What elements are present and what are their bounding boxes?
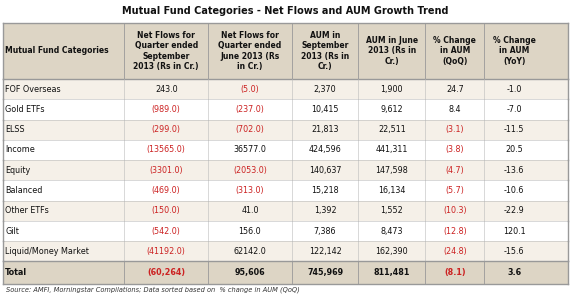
Text: AUM in
September
2013 (Rs in
Cr.): AUM in September 2013 (Rs in Cr.) [301, 31, 349, 71]
Bar [3, 180, 568, 201]
Text: Mutual Fund Categories: Mutual Fund Categories [5, 46, 108, 56]
Text: (150.0): (150.0) [152, 206, 180, 215]
Bar [3, 79, 568, 99]
Text: Other ETFs: Other ETFs [5, 206, 49, 215]
Text: (4.7): (4.7) [445, 166, 464, 175]
Bar [3, 261, 568, 284]
Text: (313.0): (313.0) [236, 186, 264, 195]
Text: 95,606: 95,606 [235, 268, 265, 277]
Text: Equity: Equity [5, 166, 30, 175]
Text: 156.0: 156.0 [239, 227, 261, 235]
Text: Net Flows for
Quarter ended
June 2013 (Rs
in Cr.): Net Flows for Quarter ended June 2013 (R… [218, 31, 282, 71]
Bar [3, 221, 568, 241]
Text: (24.8): (24.8) [443, 247, 467, 256]
Text: AUM in June
2013 (Rs in
Cr.): AUM in June 2013 (Rs in Cr.) [365, 36, 418, 66]
Text: 41.0: 41.0 [241, 206, 259, 215]
Text: (3301.0): (3301.0) [150, 166, 183, 175]
Text: Income: Income [5, 145, 35, 154]
Text: 1,392: 1,392 [313, 206, 336, 215]
Text: (13565.0): (13565.0) [147, 145, 186, 154]
Text: 811,481: 811,481 [373, 268, 410, 277]
Text: Total: Total [5, 268, 27, 277]
Text: Net Flows for
Quarter ended
September
2013 (Rs in Cr.): Net Flows for Quarter ended September 20… [134, 31, 199, 71]
Text: (41192.0): (41192.0) [147, 247, 186, 256]
Text: -7.0: -7.0 [506, 105, 522, 114]
Text: Mutual Fund Categories - Net Flows and AUM Growth Trend: Mutual Fund Categories - Net Flows and A… [122, 6, 449, 16]
Text: % Change
in AUM
(QoQ): % Change in AUM (QoQ) [433, 36, 476, 66]
Text: 8,473: 8,473 [380, 227, 403, 235]
Text: 20.5: 20.5 [505, 145, 523, 154]
Text: 140,637: 140,637 [309, 166, 341, 175]
Text: (60,264): (60,264) [147, 268, 185, 277]
Text: 745,969: 745,969 [307, 268, 343, 277]
Text: (12.8): (12.8) [443, 227, 467, 235]
Text: 162,390: 162,390 [376, 247, 408, 256]
Text: -10.6: -10.6 [504, 186, 524, 195]
Text: 24.7: 24.7 [446, 84, 464, 94]
Text: Gold ETFs: Gold ETFs [5, 105, 45, 114]
Text: Gilt: Gilt [5, 227, 19, 235]
Text: (8.1): (8.1) [444, 268, 465, 277]
Text: 62142.0: 62142.0 [234, 247, 266, 256]
Text: ELSS: ELSS [5, 125, 25, 134]
Text: 441,311: 441,311 [376, 145, 408, 154]
Text: 10,415: 10,415 [311, 105, 339, 114]
Text: 3.6: 3.6 [507, 268, 521, 277]
Text: 7,386: 7,386 [314, 227, 336, 235]
Text: 8.4: 8.4 [449, 105, 461, 114]
Text: Balanced: Balanced [5, 186, 42, 195]
Text: % Change
in AUM
(YoY): % Change in AUM (YoY) [493, 36, 536, 66]
Text: 36577.0: 36577.0 [234, 145, 266, 154]
Text: 120.1: 120.1 [503, 227, 525, 235]
Text: Liquid/Money Market: Liquid/Money Market [5, 247, 89, 256]
Text: 147,598: 147,598 [375, 166, 408, 175]
Text: (2053.0): (2053.0) [233, 166, 267, 175]
Text: -11.5: -11.5 [504, 125, 524, 134]
Text: (469.0): (469.0) [152, 186, 180, 195]
Text: Source: AMFI, Morningstar Compilations; Data sorted based on  % change in AUM (Q: Source: AMFI, Morningstar Compilations; … [6, 287, 299, 293]
Text: (702.0): (702.0) [235, 125, 264, 134]
Text: (542.0): (542.0) [152, 227, 180, 235]
Bar [3, 201, 568, 221]
Text: 1,900: 1,900 [380, 84, 403, 94]
Text: 2,370: 2,370 [313, 84, 336, 94]
Text: (3.1): (3.1) [445, 125, 464, 134]
Text: 122,142: 122,142 [309, 247, 341, 256]
Text: 16,134: 16,134 [378, 186, 405, 195]
Text: 243.0: 243.0 [155, 84, 178, 94]
Text: (299.0): (299.0) [152, 125, 181, 134]
Text: 9,612: 9,612 [380, 105, 403, 114]
Text: (10.3): (10.3) [443, 206, 467, 215]
Text: (5.7): (5.7) [445, 186, 464, 195]
Bar [3, 160, 568, 180]
Text: 22,511: 22,511 [378, 125, 405, 134]
Text: (5.0): (5.0) [240, 84, 259, 94]
Text: -1.0: -1.0 [506, 84, 522, 94]
Text: -22.9: -22.9 [504, 206, 525, 215]
Text: -15.6: -15.6 [504, 247, 524, 256]
Bar [3, 99, 568, 120]
Text: 21,813: 21,813 [311, 125, 339, 134]
Text: FOF Overseas: FOF Overseas [5, 84, 61, 94]
Bar [3, 241, 568, 261]
Text: (989.0): (989.0) [152, 105, 180, 114]
Text: 15,218: 15,218 [311, 186, 339, 195]
Text: 1,552: 1,552 [380, 206, 403, 215]
Text: -13.6: -13.6 [504, 166, 524, 175]
Bar [3, 120, 568, 140]
Text: (3.8): (3.8) [445, 145, 464, 154]
Text: 424,596: 424,596 [309, 145, 341, 154]
Text: (237.0): (237.0) [235, 105, 264, 114]
Bar [3, 140, 568, 160]
